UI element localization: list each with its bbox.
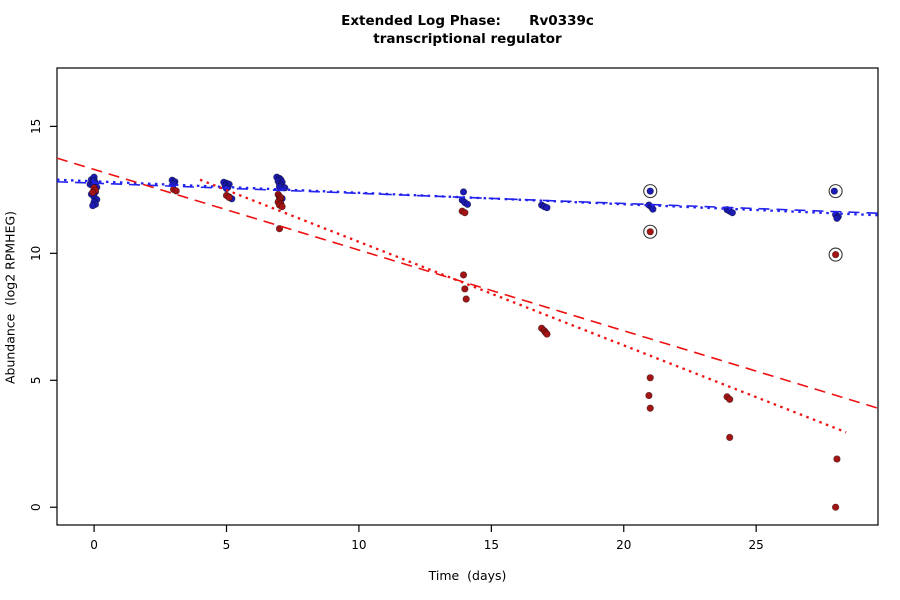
data-point-red [831,250,840,259]
plot-border [56,67,879,526]
data-point-red [833,455,841,463]
x-axis-label: Time (days) [428,568,507,583]
outlier-circle [643,184,658,199]
data-point-red [172,187,180,195]
data-point-red [645,391,653,400]
y-axis-label: Abundance (log2 RPMHEG) [2,210,18,385]
data-point-red [646,374,654,382]
data-point-red [461,209,469,217]
x-tick-label: 5 [223,538,231,552]
x-tick-label: 25 [749,538,764,552]
chart-title: Extended Log Phase: Rv0339c transcriptio… [57,12,878,48]
y-tick-label: 0 [29,503,43,511]
x-tick-label: 10 [351,538,366,552]
data-point-red [225,193,233,202]
x-tick-label: 0 [90,538,98,552]
data-point-red [461,285,469,293]
data-point-blue [830,187,838,195]
chart-title-line2: transcriptional regulator [373,31,562,47]
data-point-blue [459,188,468,196]
trend-line-blue-dashed [56,180,879,215]
data-point-red [726,395,734,403]
trend-line-red-dotted [199,178,847,434]
x-tick-label: 15 [484,538,499,552]
data-point-blue [833,214,841,222]
y-tick-label: 5 [29,376,43,384]
trend-line-red-dashed [56,157,879,409]
data-point-red [646,404,654,412]
outlier-circle [828,184,843,199]
data-point-blue [649,205,657,213]
trend-line-blue-dotted [56,178,879,217]
data-point-red [543,330,551,338]
data-point-red [278,202,286,211]
y-tick-label: 10 [29,246,43,261]
data-point-red [831,503,840,511]
data-point-blue [463,200,472,208]
data-point-red [459,271,468,279]
data-point-red [646,228,654,236]
outlier-circle [828,247,843,262]
data-point-blue [89,201,97,210]
data-point-red [462,295,470,303]
data-point-red [89,188,97,197]
data-point-blue [646,187,654,195]
data-point-blue [543,203,551,212]
y-tick-label: 15 [29,119,43,134]
chart-title-line1: Extended Log Phase: Rv0339c [341,13,594,29]
data-point-blue [728,209,736,217]
outlier-circle [643,224,658,239]
x-tick-label: 20 [616,538,631,552]
data-point-red [726,433,734,442]
